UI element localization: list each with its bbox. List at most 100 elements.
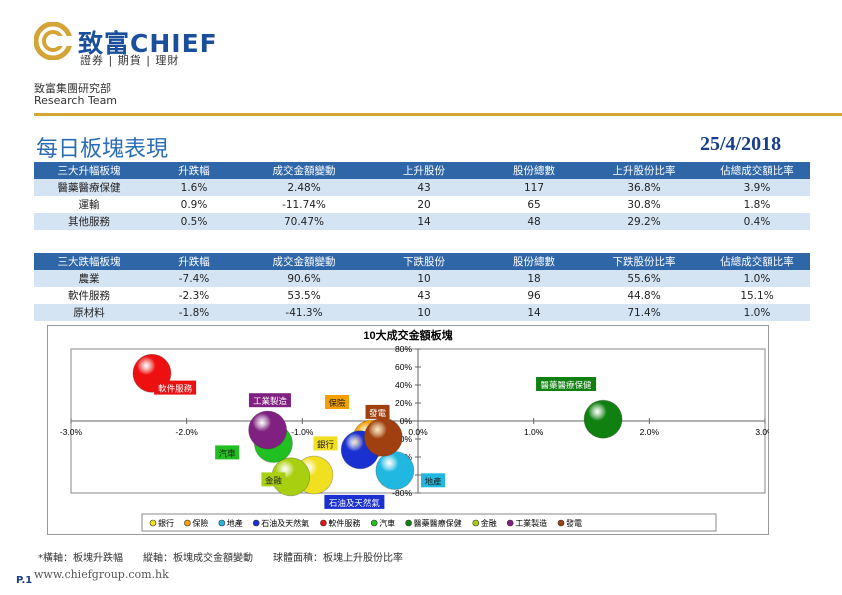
y-tick-label: 40% (395, 380, 412, 390)
table-cell: 15.1% (704, 287, 810, 304)
legend-swatch (184, 519, 191, 527)
table-cell: 71.4% (584, 304, 704, 321)
table-cell: 65 (484, 196, 584, 213)
footer-url[interactable]: www.chiefgroup.com.hk (34, 568, 169, 581)
data-label: 銀行 (317, 439, 335, 450)
y-tick-label: 20% (395, 398, 412, 408)
data-label-box (215, 445, 240, 460)
table-cell: 10 (364, 270, 484, 287)
header-cell: 成交金額變動 (244, 253, 364, 270)
table-cell: 14 (364, 213, 484, 230)
header-cell: 三大跌幅板塊 (34, 253, 144, 270)
table-cell: 0.9% (144, 196, 244, 213)
legend-entry: 金融 (481, 518, 497, 528)
table-cell: 3.9% (704, 179, 810, 196)
data-label-box (248, 393, 291, 408)
header-cell: 上升股份 (364, 162, 484, 179)
data-label-box (365, 404, 390, 419)
table-cell: 0.5% (144, 213, 244, 230)
header-cell: 升跌幅 (144, 162, 244, 179)
table-cell: 2.48% (244, 179, 364, 196)
data-label: 工業製造 (253, 396, 288, 407)
table-cell: 農業 (34, 270, 144, 287)
legend-swatch (506, 519, 514, 527)
table-row: 運輸 0.9% -11.74% 20 65 30.8% 1.8% (34, 196, 810, 213)
x-tick-label: 2.0% (640, 427, 660, 437)
legend-swatch (149, 519, 157, 527)
legend-entry: 醫藥醫療保健 (414, 518, 462, 528)
page-number: P.1 (16, 575, 33, 586)
table-cell: 43 (364, 179, 484, 196)
table-cell: 1.0% (704, 270, 810, 287)
data-label: 石油及天然氣 (329, 498, 381, 509)
data-label-box (313, 436, 338, 451)
table-cell: 軟件服務 (34, 287, 144, 304)
table-cell: 運輸 (34, 196, 144, 213)
x-tick-label: 1.0% (524, 427, 544, 437)
table-cell: 55.6% (584, 270, 704, 287)
table-cell: 1.6% (144, 179, 244, 196)
table-cell: 1.0% (704, 304, 810, 321)
department-cn: 致富集團研究部 (34, 82, 111, 95)
table-cell: 44.8% (584, 287, 704, 304)
table-cell: 90.6% (244, 270, 364, 287)
legend-box (141, 513, 717, 532)
legend-swatch (405, 519, 412, 527)
table-cell: -11.74% (244, 196, 364, 213)
y-tick-label: -80% (392, 488, 412, 498)
header-cell: 下跌股份比率 (584, 253, 704, 270)
header-divider (34, 113, 842, 116)
chart-footnote: *橫軸：板塊升跌幅 縱軸：板塊成交金額變動 球體面積：板塊上升股份比率 (38, 553, 403, 564)
x-tick-label: -3.0% (60, 427, 83, 437)
x-tick-label: -1.0% (291, 427, 314, 437)
table-row: 其他服務 0.5% 70.47% 14 48 29.2% 0.4% (34, 213, 810, 230)
x-tick-label: 0.0% (408, 427, 428, 437)
table-cell: 43 (364, 287, 484, 304)
legend-entry: 地產 (227, 518, 243, 528)
table-cell: 18 (484, 270, 584, 287)
data-label: 醫藥醫療保健 (541, 380, 593, 391)
chart-title: 10大成交金額板塊 (363, 328, 452, 342)
x-tick-label: -2.0% (176, 427, 199, 437)
bubble-point (583, 399, 623, 439)
data-label-box (324, 494, 385, 509)
top-losers-table: 三大跌幅板塊 升跌幅 成交金額變動 下跌股份 股份總數 下跌股份比率 佔總成交額… (34, 253, 810, 321)
data-label: 發電 (369, 409, 387, 419)
table-cell: 48 (484, 213, 584, 230)
table-row: 醫藥醫療保健 1.6% 2.48% 43 117 36.8% 3.9% (34, 179, 810, 196)
table-cell: 96 (484, 287, 584, 304)
data-label: 汽車 (219, 448, 237, 459)
header-cell: 佔總成交額比率 (704, 162, 810, 179)
table-cell: 117 (484, 179, 584, 196)
legend-entry: 石油及天然氣 (261, 518, 309, 528)
header-cell: 上升股份比率 (584, 162, 704, 179)
bubble-point (363, 417, 403, 457)
brand-name: 致富CHIEF (78, 29, 218, 58)
legend-swatch (218, 519, 226, 527)
table-row: 農業 -7.4% 90.6% 10 18 55.6% 1.0% (34, 270, 810, 287)
table-cell: 36.8% (584, 179, 704, 196)
legend-swatch (370, 519, 378, 527)
header-cell: 成交金額變動 (244, 162, 364, 179)
table-cell: 14 (484, 304, 584, 321)
table-cell: 30.8% (584, 196, 704, 213)
table-cell: 其他服務 (34, 213, 144, 230)
table-header-row: 三大跌幅板塊 升跌幅 成交金額變動 下跌股份 股份總數 下跌股份比率 佔總成交額… (34, 253, 810, 270)
legend-entry: 保險 (192, 518, 208, 528)
table-cell: -7.4% (144, 270, 244, 287)
header-cell: 三大升幅板塊 (34, 162, 144, 179)
department-en: Research Team (34, 94, 118, 107)
bubble-chart-frame (47, 325, 769, 535)
header-cell: 股份總數 (484, 162, 584, 179)
legend-entry: 軟件服務 (328, 518, 360, 528)
table-cell: -41.3% (244, 304, 364, 321)
header-cell: 升跌幅 (144, 253, 244, 270)
legend-entry: 銀行 (158, 518, 174, 528)
page-title: 每日板塊表現 (36, 137, 169, 162)
y-tick-label: 60% (395, 362, 412, 372)
bubble-chart: 10大成交金額板塊 -3.0% -2.0% -1.0% 0.0% 1.0% 2.0% 3.0%… (60, 328, 769, 532)
data-label-box (154, 380, 197, 395)
y-tick-label: 80% (395, 344, 412, 354)
data-label-box (536, 377, 597, 391)
brand-tagline: 證券 | 期貨 | 理財 (80, 54, 180, 67)
